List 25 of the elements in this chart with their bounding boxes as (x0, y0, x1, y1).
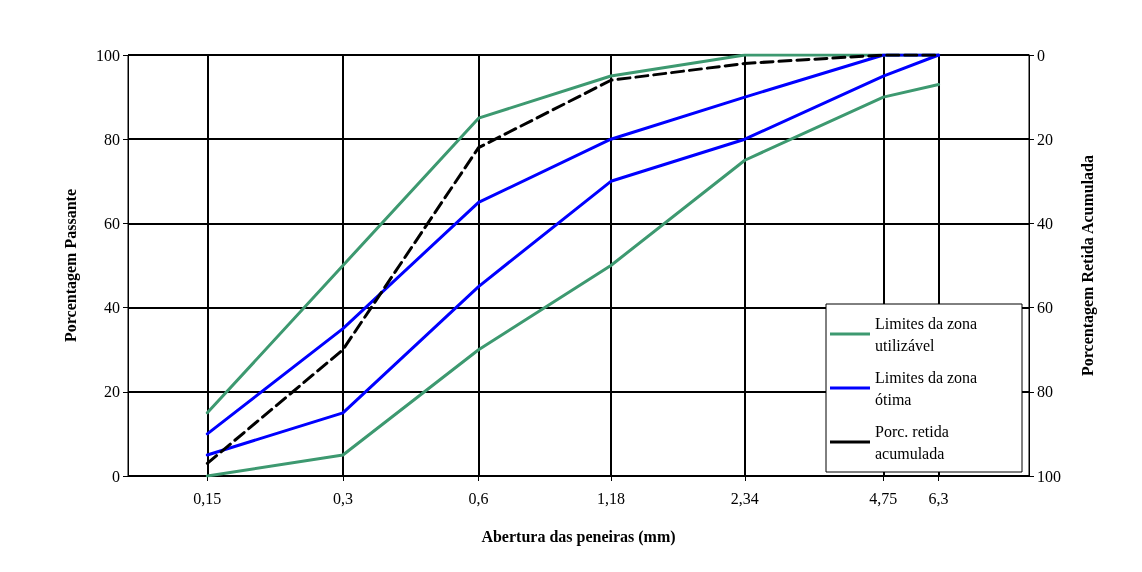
y-tick-label: 20 (104, 383, 120, 401)
x-tick-label: 1,18 (596, 489, 625, 507)
y-tick-label: 40 (104, 299, 120, 317)
y-tick-label: 0 (112, 467, 120, 485)
y2-tick-label: 80 (1037, 383, 1053, 401)
x-tick-label: 0,3 (332, 489, 353, 507)
legend-label: Porc. retida acumulada (875, 422, 953, 462)
y2-tick-label: 0 (1037, 46, 1045, 64)
y2-tick-label: 20 (1037, 130, 1053, 148)
y2-tick-label: 100 (1037, 467, 1061, 485)
y-tick-label: 60 (104, 214, 120, 232)
x-tick-label: 0,15 (193, 489, 222, 507)
x-tick-label: 0,6 (468, 489, 489, 507)
x-axis-title: Abertura das peneiras (mm) (481, 527, 676, 546)
y2-tick-label: 40 (1037, 214, 1053, 232)
legend-label: Limites da zona ótima (875, 368, 982, 408)
y-tick-label: 100 (96, 46, 120, 64)
legend-label: Limites da zona utilizável (875, 314, 982, 354)
x-tick-label: 4,75 (869, 489, 898, 507)
x-tick-label: 2,34 (730, 489, 759, 507)
y2-axis-title: Porcentagem Retida Acumulada (1078, 154, 1097, 377)
x-tick-label: 6,3 (928, 489, 949, 507)
y-axis-title: Porcentagem Passante (61, 189, 80, 342)
y2-tick-label: 60 (1037, 299, 1053, 317)
y-tick-label: 80 (104, 130, 120, 148)
